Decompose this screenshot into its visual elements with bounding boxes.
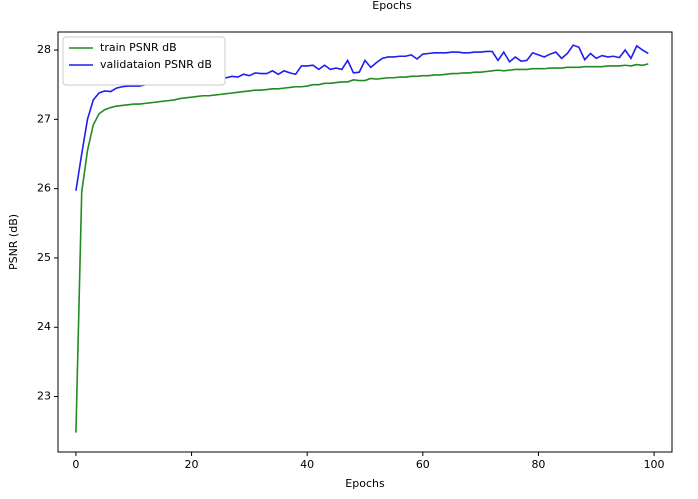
x-tick-label: 20 xyxy=(185,458,199,471)
legend-label: train PSNR dB xyxy=(100,41,177,54)
chart-title: Epochs xyxy=(372,0,412,12)
x-tick-label: 100 xyxy=(644,458,665,471)
y-tick-label: 28 xyxy=(37,43,51,56)
y-tick-label: 24 xyxy=(37,320,51,333)
legend-label: validataion PSNR dB xyxy=(100,58,212,71)
plot-frame xyxy=(57,31,673,453)
x-axis-label: Epochs xyxy=(345,477,385,490)
x-tick-label: 60 xyxy=(416,458,430,471)
x-tick-label: 80 xyxy=(531,458,545,471)
y-tick-label: 23 xyxy=(37,390,51,403)
data-line xyxy=(75,63,649,433)
x-tick-label: 40 xyxy=(300,458,314,471)
y-tick-label: 25 xyxy=(37,251,51,264)
y-tick-label: 26 xyxy=(37,182,51,195)
legend-box xyxy=(62,36,226,86)
y-tick-label: 27 xyxy=(37,112,51,125)
y-axis-label: PSNR (dB) xyxy=(7,214,20,270)
x-tick-label: 0 xyxy=(72,458,79,471)
